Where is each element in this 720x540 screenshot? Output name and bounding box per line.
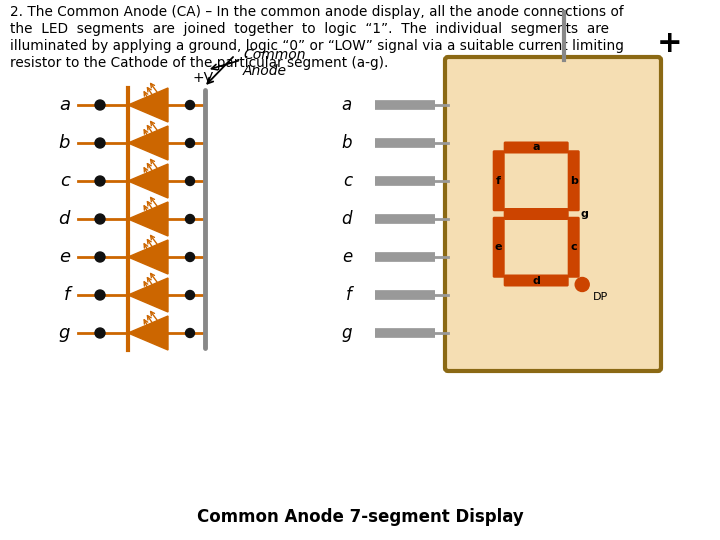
Polygon shape	[128, 88, 168, 122]
Circle shape	[186, 177, 194, 186]
Text: d: d	[532, 275, 540, 286]
Text: Common
Anode: Common Anode	[243, 48, 305, 78]
Text: c: c	[60, 172, 70, 190]
Circle shape	[95, 290, 105, 300]
FancyBboxPatch shape	[492, 217, 505, 278]
Text: e: e	[495, 242, 503, 252]
Text: b: b	[58, 134, 70, 152]
Text: a: a	[342, 96, 352, 114]
FancyBboxPatch shape	[504, 274, 569, 287]
Circle shape	[186, 328, 194, 338]
Circle shape	[186, 138, 194, 147]
Text: e: e	[59, 248, 70, 266]
FancyBboxPatch shape	[567, 217, 580, 278]
Text: g: g	[341, 324, 352, 342]
FancyBboxPatch shape	[504, 141, 569, 153]
Circle shape	[575, 278, 589, 292]
Text: b: b	[341, 134, 352, 152]
FancyBboxPatch shape	[445, 57, 661, 371]
FancyBboxPatch shape	[492, 150, 505, 211]
Text: d: d	[58, 210, 70, 228]
Text: f: f	[496, 176, 501, 186]
Circle shape	[95, 176, 105, 186]
Circle shape	[95, 328, 105, 338]
Text: resistor to the Cathode of the particular segment (a-g).: resistor to the Cathode of the particula…	[10, 56, 388, 70]
Text: e: e	[342, 248, 352, 266]
Text: c: c	[343, 172, 352, 190]
Text: g: g	[58, 324, 70, 342]
Circle shape	[95, 214, 105, 224]
Text: d: d	[341, 210, 352, 228]
Polygon shape	[128, 164, 168, 198]
Circle shape	[186, 253, 194, 261]
Text: g: g	[580, 209, 588, 219]
Circle shape	[186, 291, 194, 300]
Circle shape	[186, 214, 194, 224]
Circle shape	[95, 252, 105, 262]
Text: a: a	[533, 143, 540, 152]
Circle shape	[186, 100, 194, 110]
Text: a: a	[59, 96, 70, 114]
Polygon shape	[128, 126, 168, 160]
FancyBboxPatch shape	[567, 150, 580, 211]
Text: the  LED  segments  are  joined  together  to  logic  “1”.  The  individual  seg: the LED segments are joined together to …	[10, 22, 609, 36]
Text: Common Anode 7-segment Display: Common Anode 7-segment Display	[197, 508, 523, 526]
Circle shape	[95, 138, 105, 148]
Text: illuminated by applying a ground, logic “0” or “LOW” signal via a suitable curre: illuminated by applying a ground, logic …	[10, 39, 624, 53]
Text: +: +	[657, 29, 683, 58]
Text: 2. The Common Anode (CA) – In the common anode display, all the anode connection: 2. The Common Anode (CA) – In the common…	[10, 5, 624, 19]
FancyBboxPatch shape	[504, 208, 569, 220]
Text: DP: DP	[593, 293, 608, 302]
Text: b: b	[570, 176, 577, 186]
Text: +V: +V	[192, 71, 214, 85]
Circle shape	[95, 100, 105, 110]
Polygon shape	[128, 202, 168, 236]
Text: f: f	[63, 286, 70, 304]
Text: f: f	[346, 286, 352, 304]
Text: c: c	[570, 242, 577, 252]
Polygon shape	[128, 316, 168, 350]
Polygon shape	[128, 240, 168, 274]
Polygon shape	[128, 278, 168, 312]
